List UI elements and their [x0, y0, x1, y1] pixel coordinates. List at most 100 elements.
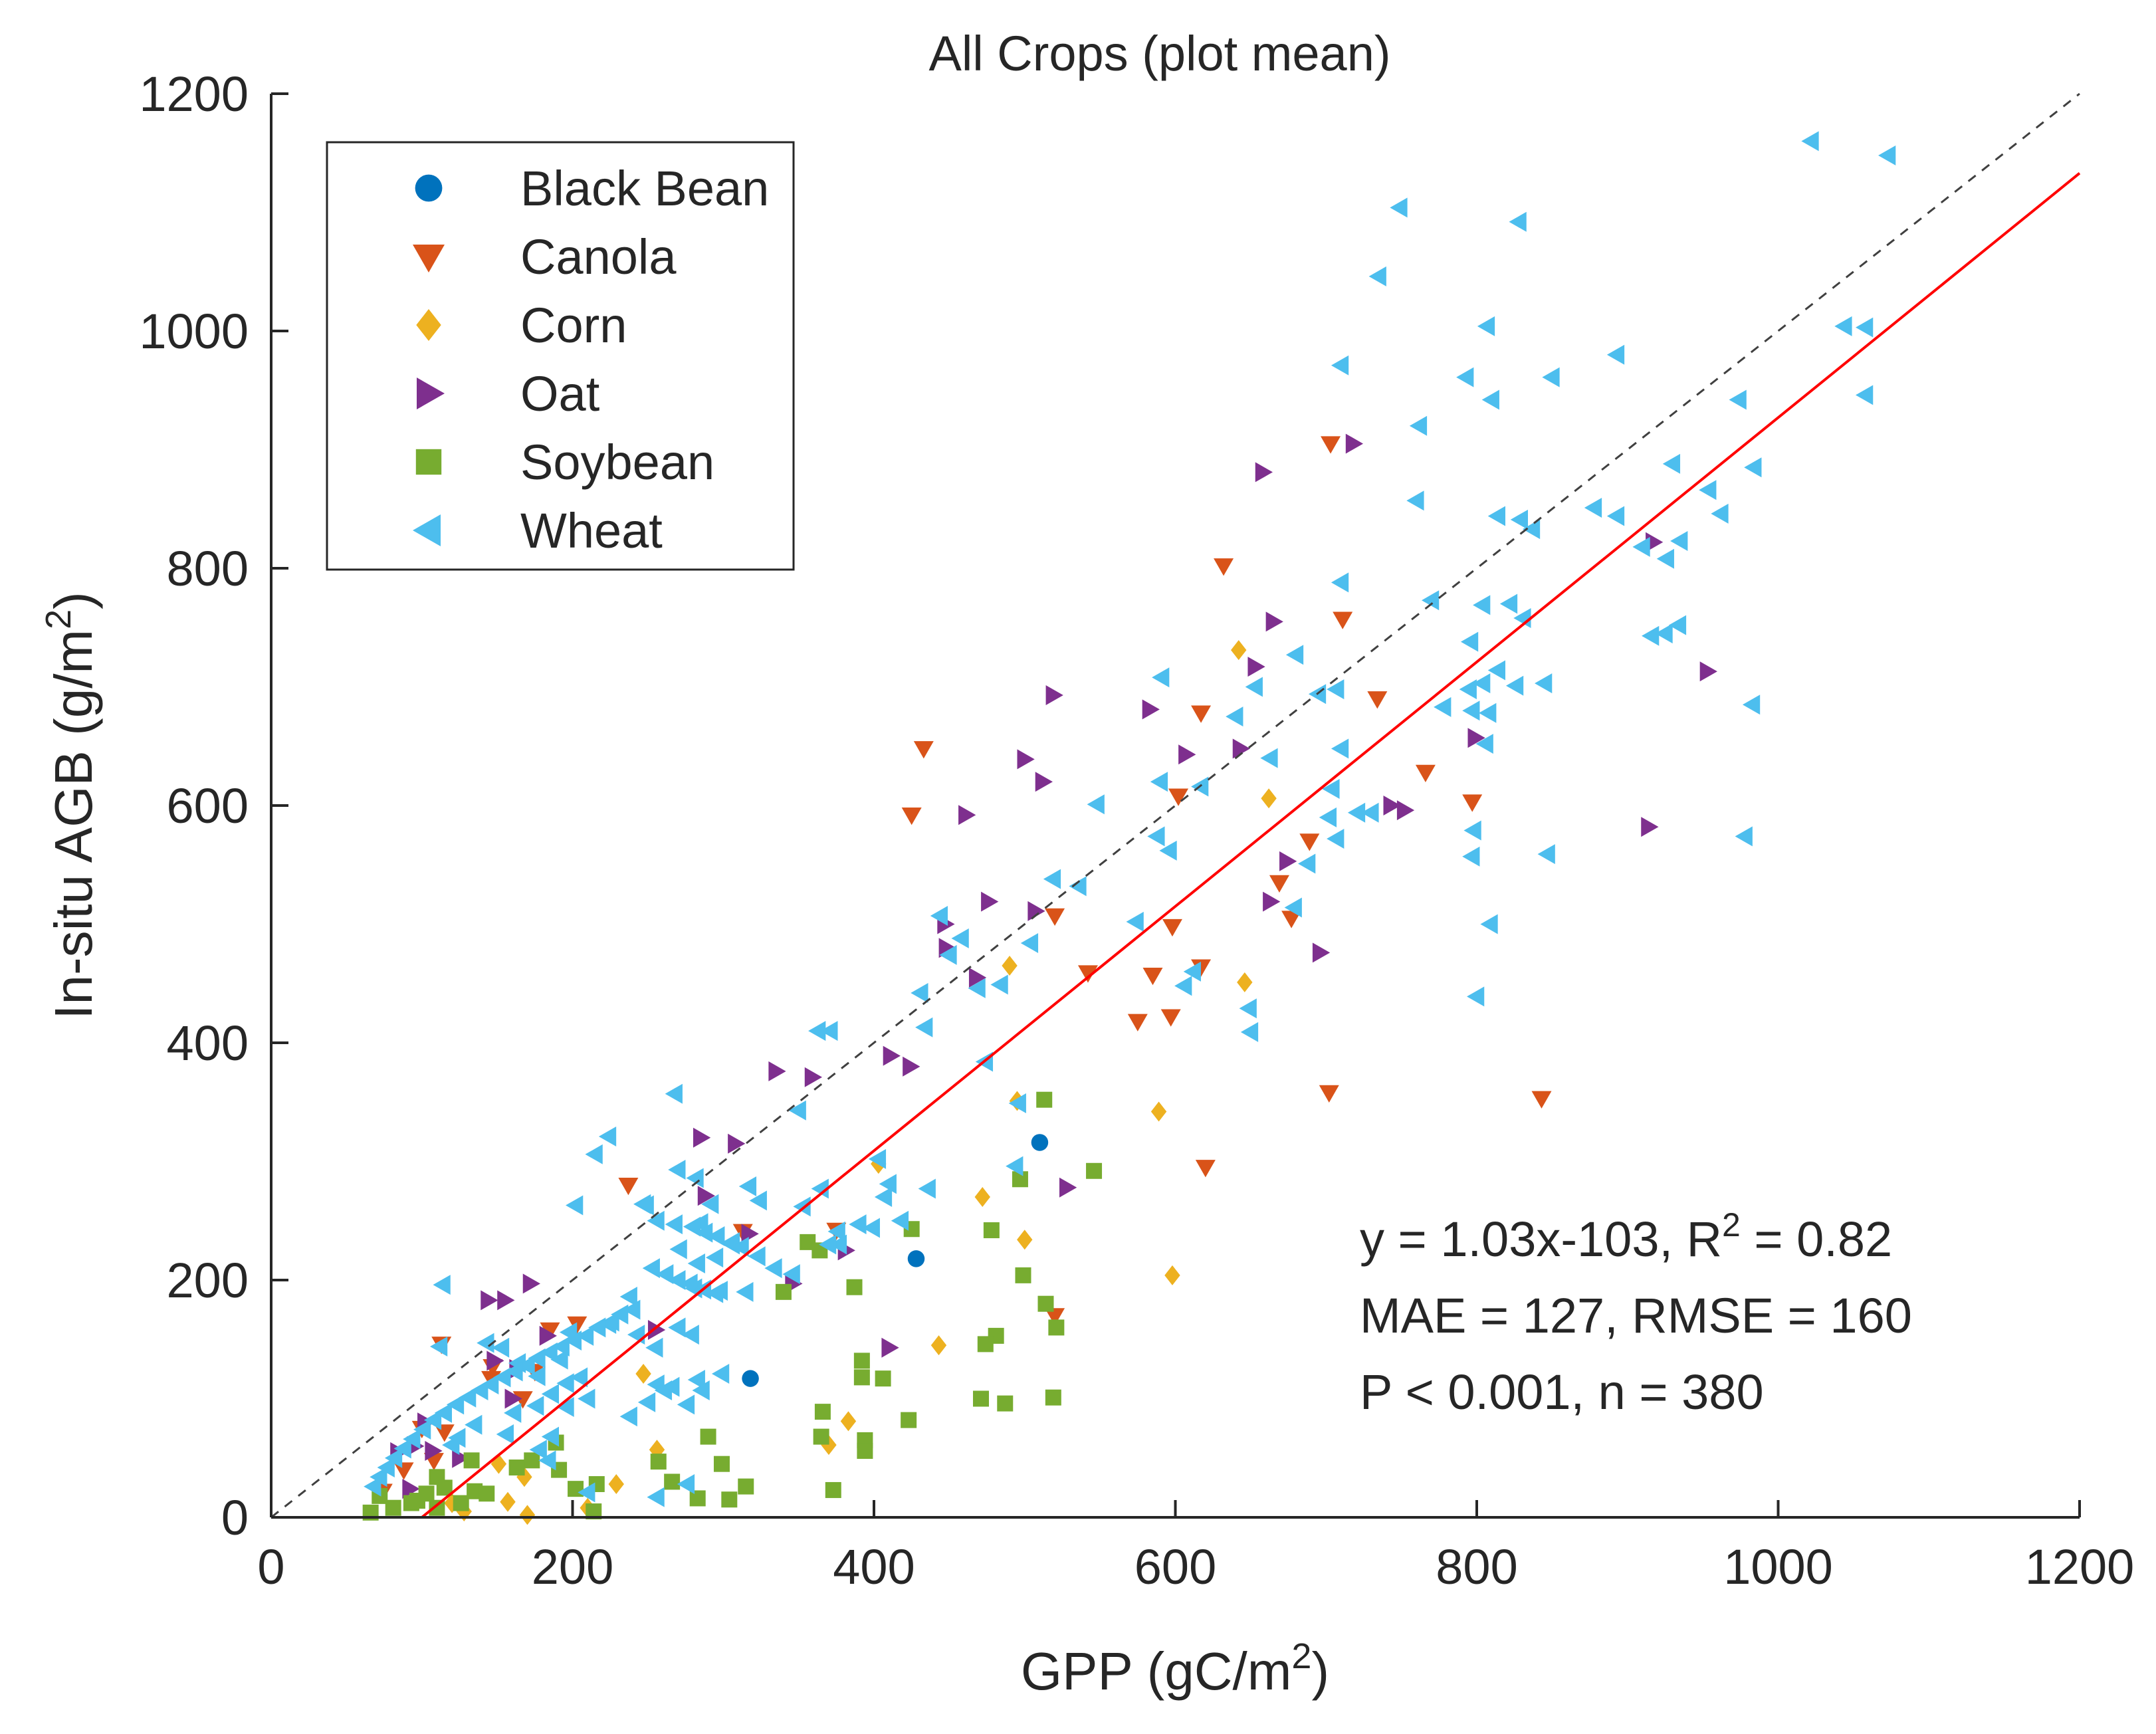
data-point	[1245, 677, 1263, 697]
data-point	[564, 1331, 582, 1351]
data-point	[1406, 490, 1424, 511]
data-point	[1178, 744, 1196, 765]
data-point	[642, 1258, 660, 1279]
x-tick-label: 1200	[2025, 1539, 2135, 1594]
data-point	[393, 1438, 411, 1459]
data-point	[539, 1325, 557, 1346]
data-point	[664, 1473, 681, 1490]
x-tick-label: 0	[257, 1539, 284, 1594]
data-point	[662, 1376, 680, 1397]
data-point	[738, 1478, 754, 1495]
data-point	[874, 1187, 893, 1208]
data-point	[879, 1174, 897, 1194]
legend-label: Soybean	[520, 435, 714, 490]
legend-marker	[415, 174, 443, 202]
data-point	[512, 1391, 533, 1409]
data-point	[1333, 611, 1353, 629]
data-point	[808, 1021, 826, 1041]
data-point	[504, 1402, 522, 1423]
data-point	[695, 1222, 713, 1243]
data-point	[1035, 772, 1053, 792]
legend-label: Wheat	[520, 503, 663, 558]
data-point	[1367, 691, 1388, 709]
data-point	[981, 891, 999, 912]
data-point	[913, 741, 934, 759]
data-point	[1160, 1009, 1181, 1027]
data-point	[1191, 705, 1212, 723]
data-point	[669, 1239, 687, 1259]
data-point	[1467, 986, 1485, 1007]
legend-item: Corn	[416, 298, 627, 353]
data-point	[608, 1474, 624, 1495]
data-point	[1487, 506, 1505, 526]
data-point	[689, 1490, 706, 1507]
one-to-one-line	[270, 92, 2080, 1519]
data-point	[700, 1428, 716, 1445]
data-point	[1480, 914, 1498, 934]
data-point	[481, 1374, 499, 1395]
data-point	[1499, 594, 1518, 614]
data-point	[668, 1270, 686, 1290]
data-point	[974, 1187, 990, 1208]
data-point	[677, 1394, 695, 1415]
statistics-annotation: y = 1.03x-103, R2 = 0.82 MAE = 127, RMSE…	[1360, 1206, 1912, 1420]
data-point	[707, 1226, 725, 1246]
data-point	[891, 1210, 909, 1231]
data-point	[1531, 1091, 1552, 1109]
data-point	[550, 1349, 568, 1370]
data-point	[711, 1364, 730, 1384]
series-black-bean	[742, 1134, 1049, 1387]
data-point	[1655, 623, 1673, 644]
data-point	[1477, 316, 1495, 336]
data-point	[1127, 1014, 1148, 1031]
data-point	[619, 1286, 637, 1307]
data-point	[522, 1273, 541, 1294]
legend-item: Wheat	[413, 503, 663, 558]
data-point	[611, 1304, 629, 1325]
data-point	[1152, 667, 1170, 688]
data-point	[1456, 367, 1474, 387]
data-point	[647, 1487, 665, 1507]
data-point	[728, 1133, 746, 1154]
data-point	[846, 1279, 863, 1295]
data-point	[680, 1273, 698, 1294]
data-point	[1479, 703, 1497, 723]
series-wheat	[364, 131, 1896, 1507]
data-point	[939, 944, 957, 965]
data-point	[1505, 675, 1524, 696]
data-point	[705, 1283, 724, 1303]
data-point	[1535, 673, 1553, 694]
y-tick-label: 400	[167, 1016, 249, 1071]
legend-marker	[415, 449, 442, 475]
data-point	[526, 1396, 544, 1416]
y-tick-label: 800	[167, 541, 249, 596]
data-point	[1279, 851, 1297, 871]
data-point	[1214, 558, 1234, 576]
data-point	[1147, 826, 1165, 847]
data-point	[1699, 661, 1717, 682]
data-point	[425, 1441, 443, 1462]
data-point	[1265, 611, 1283, 632]
data-point	[556, 1396, 574, 1417]
data-point	[1522, 519, 1541, 540]
legend-box	[326, 141, 795, 571]
data-point	[1460, 631, 1479, 652]
data-point	[1462, 701, 1480, 721]
data-point	[1641, 817, 1659, 837]
data-point	[538, 1450, 556, 1471]
data-point	[1142, 699, 1160, 720]
y-axis-label: In-situ AGB (g/m2)	[39, 592, 103, 1020]
data-point	[1699, 480, 1717, 500]
data-point	[977, 1336, 994, 1353]
data-point	[748, 1246, 766, 1267]
data-point	[811, 1178, 829, 1199]
data-point	[1263, 891, 1281, 912]
data-point	[504, 1388, 522, 1409]
data-point	[911, 983, 928, 1004]
data-point	[915, 1017, 933, 1037]
y-tick-label: 1000	[139, 304, 249, 359]
data-point	[519, 1505, 536, 1525]
data-point	[496, 1424, 514, 1445]
data-point	[540, 1322, 560, 1340]
